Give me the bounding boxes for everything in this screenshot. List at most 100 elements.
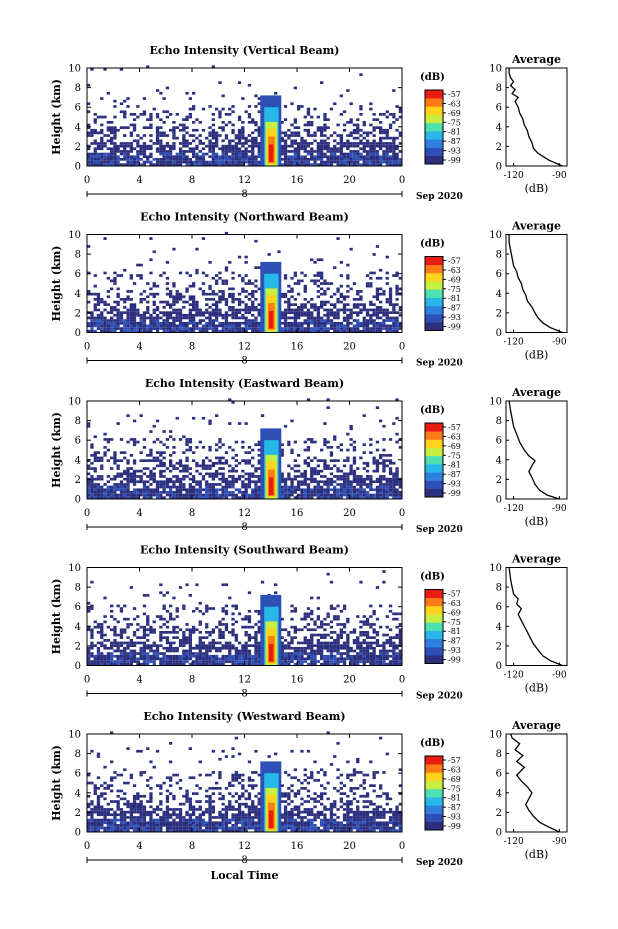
heatmap-cell [136, 660, 140, 663]
heatmap-cell [165, 321, 170, 325]
heatmap-cell [146, 475, 150, 478]
heatmap-cell [352, 446, 357, 449]
heatmap-cell [90, 580, 94, 584]
heatmap-cell [316, 324, 320, 328]
heatmap-cell [110, 628, 114, 632]
colorbar-tick-label: -93 [448, 313, 461, 322]
heatmap-cell [178, 461, 183, 465]
heatmap-cell [251, 321, 255, 325]
heatmap-cell [293, 654, 297, 658]
heatmap-cell [257, 303, 261, 306]
heatmap-cell [297, 150, 301, 153]
heatmap-cell [103, 152, 107, 156]
heatmap-cell [342, 631, 347, 634]
heatmap-cell [339, 295, 343, 299]
heatmap-cell [342, 483, 347, 486]
heatmap-cell [356, 131, 360, 135]
heatmap-cell [385, 477, 389, 481]
heatmap-cell [100, 662, 104, 666]
heatmap-cell [87, 321, 91, 325]
heatmap-cell [388, 609, 393, 613]
heatmap-cell [188, 147, 192, 151]
heatmap-cell [132, 118, 137, 121]
heatmap-cell [231, 300, 235, 304]
heatmap-cell [257, 308, 261, 312]
heatmap-cell [244, 150, 248, 153]
heatmap-cell [113, 308, 117, 312]
heatmap-cell [162, 443, 166, 447]
heatmap-cell [372, 271, 376, 275]
heatmap-cell [349, 118, 353, 121]
heatmap-cell [106, 625, 110, 629]
heatmap-cell [303, 160, 307, 164]
heatmap-cell [365, 649, 370, 653]
heatmap-cell [290, 324, 294, 328]
heatmap-cell [198, 142, 202, 145]
heatmap-cell [146, 459, 150, 462]
x-tick-label: 16 [291, 175, 304, 186]
heatmap-cell [231, 152, 235, 156]
heatmap-cell [300, 105, 304, 108]
heatmap-cell [257, 654, 261, 658]
heatmap-cell [123, 631, 127, 634]
heatmap-cell [356, 467, 360, 470]
heatmap-cell [310, 115, 314, 119]
heatmap-cell [349, 493, 353, 497]
heatmap-cell [375, 324, 380, 328]
heatmap-cell [169, 617, 173, 621]
heatmap-cell [336, 321, 340, 325]
heatmap-cell [129, 134, 133, 137]
heatmap-cell [336, 467, 340, 470]
heatmap-cell [113, 493, 117, 497]
heatmap-cell [247, 625, 252, 629]
heatmap-cell [251, 480, 255, 484]
heatmap-cell [123, 617, 127, 621]
heatmap-cell [129, 644, 133, 647]
heatmap-cell [398, 158, 402, 161]
heatmap-cell [372, 612, 376, 616]
heatmap-cell [149, 625, 153, 629]
heatmap-cell [221, 633, 225, 637]
heatmap-cell [379, 419, 383, 423]
heatmap-cell [313, 134, 317, 137]
heatmap-cell [103, 446, 107, 449]
heatmap-cell [123, 646, 127, 650]
heatmap-cell [375, 485, 380, 489]
heatmap-cell [388, 459, 393, 462]
average-y-tick-label: 8 [496, 416, 502, 427]
heatmap-cell [106, 654, 110, 658]
heatmap-cell [172, 496, 176, 499]
heatmap-cell [142, 324, 147, 328]
heatmap-cell [155, 134, 160, 137]
heatmap-cell [87, 662, 91, 666]
heatmap-cell [375, 126, 380, 129]
heatmap-cell [201, 158, 206, 161]
heatmap-cell [306, 446, 311, 449]
heatmap-cell [221, 327, 225, 330]
heatmap-cell [185, 475, 189, 478]
heatmap-cell [247, 163, 252, 166]
heatmap-cell [96, 115, 101, 119]
heatmap-cell [352, 306, 357, 309]
heatmap-cell [162, 311, 166, 314]
heatmap-cell [106, 652, 110, 655]
heatmap-cell [398, 324, 402, 328]
heatmap-cell [201, 327, 206, 330]
heatmap-cell [251, 303, 255, 306]
heatmap-cell [208, 607, 212, 610]
heatmap-cell [313, 107, 317, 111]
heatmap-cell [398, 276, 402, 280]
heatmap-cell [129, 491, 133, 494]
heatmap-cell [352, 298, 357, 301]
heatmap-cell [142, 467, 147, 470]
heatmap-cell [346, 158, 350, 161]
heatmap-cell [87, 609, 91, 613]
heatmap-cell [280, 163, 284, 166]
heatmap-cell [280, 327, 284, 330]
heatmap-cell [372, 253, 376, 256]
heatmap-cell [342, 144, 347, 148]
heatmap-cell [87, 329, 91, 333]
heatmap-cell [201, 467, 206, 470]
heatmap-cell [172, 321, 176, 325]
heatmap-cell [90, 443, 94, 447]
